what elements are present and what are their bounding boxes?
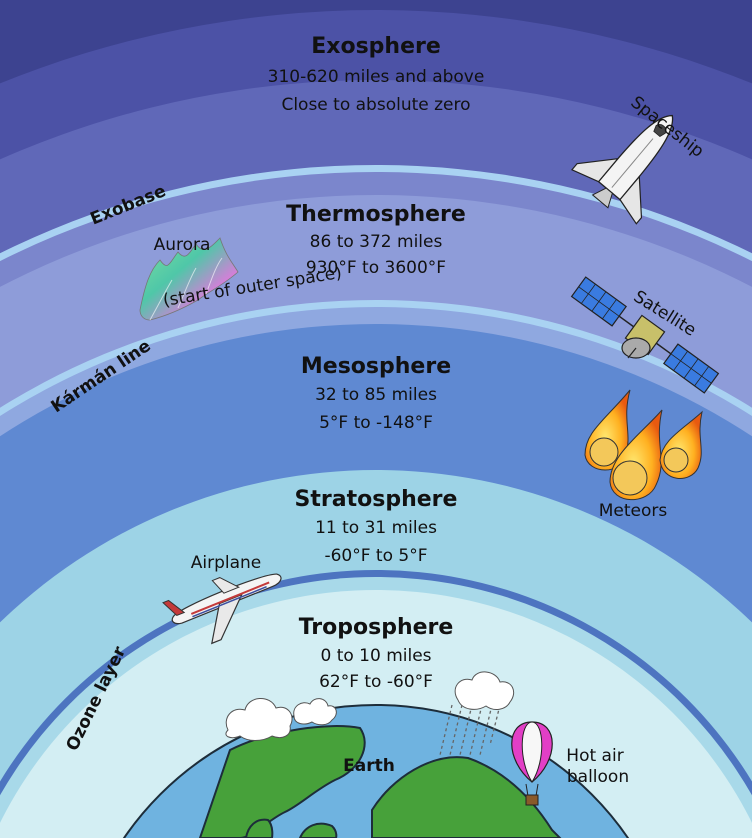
stratosphere-temperature: -60°F to 5°F (324, 546, 427, 566)
thermosphere-altitude: 86 to 372 miles (310, 232, 443, 252)
exosphere-temperature: Close to absolute zero (281, 95, 470, 115)
thermosphere-temperature: 930°F to 3600°F (306, 258, 446, 278)
troposphere-title: Troposphere (299, 615, 454, 640)
meteors-icon (584, 389, 703, 501)
hot-air-balloon-label-line2: balloon (567, 767, 629, 787)
stratosphere-title: Stratosphere (295, 487, 458, 512)
spaceship-icon (571, 114, 674, 225)
thermosphere-title: Thermosphere (286, 202, 466, 227)
satellite-icon (570, 276, 720, 394)
hot-air-balloon-icon (511, 721, 553, 806)
airplane-label: Airplane (191, 553, 262, 573)
mesosphere-temperature: 5°F to -148°F (319, 413, 433, 433)
hot-air-balloon-label-line1: Hot air (566, 746, 623, 766)
earth-label: Earth (343, 756, 395, 776)
exosphere-altitude: 310-620 miles and above (268, 67, 485, 87)
cloud-icon (225, 698, 337, 741)
aurora-label: Aurora (154, 235, 211, 255)
meteors-label: Meteors (599, 501, 668, 521)
rain-cloud-icon (439, 671, 515, 756)
troposphere-altitude: 0 to 10 miles (320, 646, 431, 666)
exosphere-title: Exosphere (311, 34, 441, 59)
stratosphere-altitude: 11 to 31 miles (315, 518, 437, 538)
mesosphere-altitude: 32 to 85 miles (315, 385, 437, 405)
airplane-icon (162, 573, 282, 645)
troposphere-temperature: 62°F to -60°F (319, 672, 433, 692)
aurora-icon (139, 237, 239, 321)
mesosphere-title: Mesosphere (301, 354, 451, 379)
